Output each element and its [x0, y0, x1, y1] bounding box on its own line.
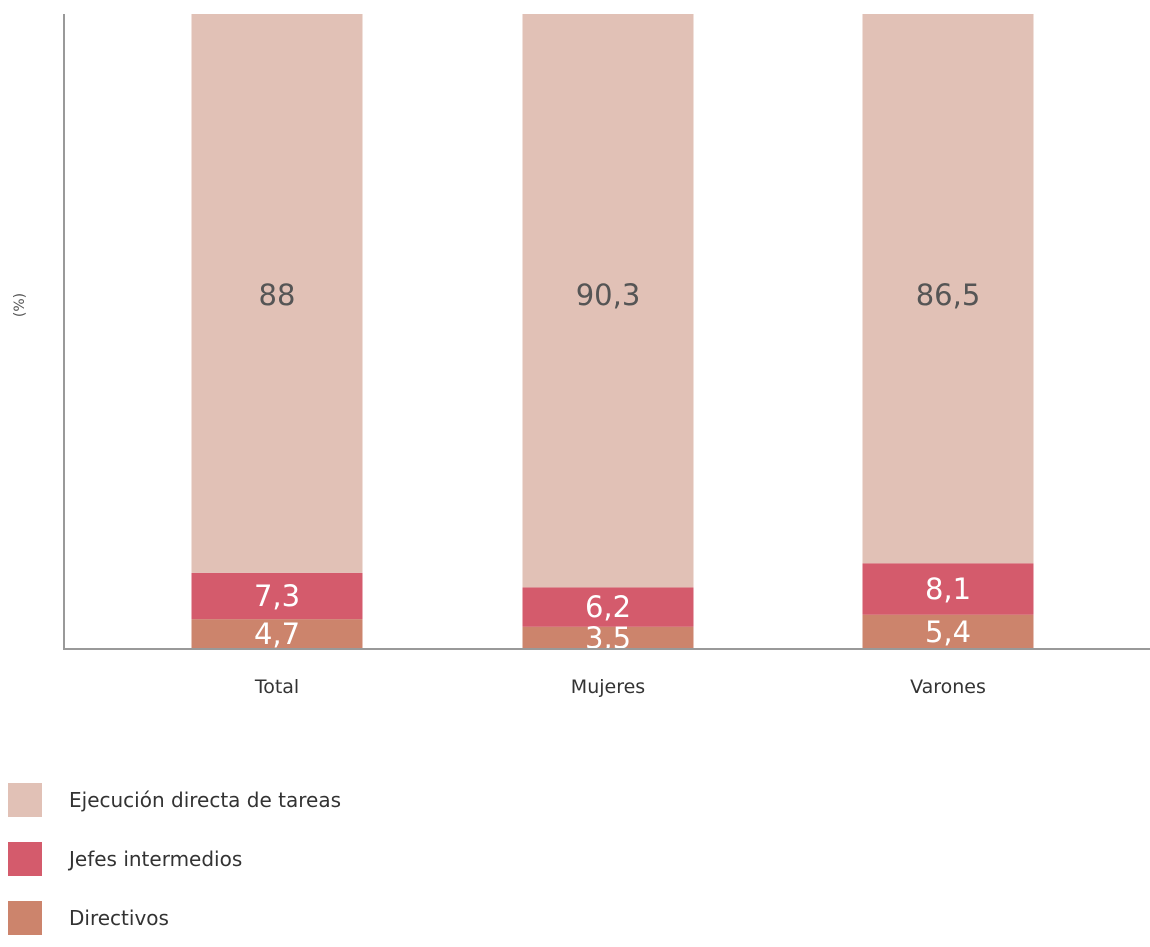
data-label-total-ejecucion-directa: 88 — [259, 278, 296, 312]
legend-label-jefes: Jefes intermedios — [69, 846, 243, 871]
legend-swatch-jefes — [8, 841, 42, 876]
bar-total-ejecucion-directa — [191, 14, 363, 573]
bar-mujeres-directivos — [522, 626, 694, 649]
bar-mujeres-ejecucion-directa — [522, 14, 694, 588]
data-label-varones-ejecucion-directa: 86,5 — [916, 278, 981, 312]
legend: Ejecución directa de tareas Jefes interm… — [8, 770, 341, 947]
legend-swatch-directivos — [8, 900, 42, 935]
legend-item-ejecucion: Ejecución directa de tareas — [8, 770, 341, 829]
legend-label-ejecucion: Ejecución directa de tareas — [69, 787, 342, 812]
y-axis-label: (%) — [12, 293, 28, 317]
data-label-total-directivos: 4,7 — [254, 617, 300, 651]
legend-item-jefes: Jefes intermedios — [8, 829, 341, 888]
data-label-mujeres-jefes-intermedios: 6,2 — [585, 590, 631, 624]
bar-varones-ejecucion-directa — [862, 14, 1034, 564]
bar-varones-jefes-intermedios — [862, 563, 1034, 615]
legend-item-directivos: Directivos — [8, 888, 341, 947]
data-label-total-jefes-intermedios: 7,3 — [254, 579, 300, 613]
data-label-varones-directivos: 5,4 — [925, 615, 971, 649]
data-label-mujeres-ejecucion-directa: 90,3 — [576, 278, 641, 312]
bar-total-jefes-intermedios — [191, 572, 363, 620]
bar-varones-directivos — [862, 614, 1034, 649]
category-labels-group: Total Mujeres Varones — [254, 676, 986, 698]
bar-mujeres-jefes-intermedios — [522, 587, 694, 627]
legend-swatch-ejecucion — [8, 782, 42, 817]
legend-label-directivos: Directivos — [69, 905, 169, 930]
category-label-mujeres: Mujeres — [571, 676, 645, 698]
data-label-varones-jefes-intermedios: 8,1 — [925, 572, 971, 606]
category-label-varones: Varones — [910, 676, 986, 698]
bar-total-directivos — [191, 619, 363, 649]
bars-group — [191, 14, 1034, 649]
category-label-total: Total — [254, 676, 299, 698]
